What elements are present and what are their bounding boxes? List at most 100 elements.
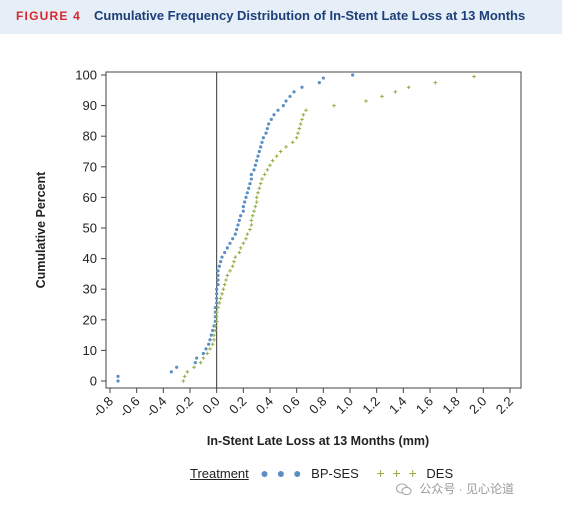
x-tick-label: 2.0 [466,394,489,417]
y-tick-label: 30 [83,282,97,297]
des-point [250,213,255,218]
y-tick-label: 80 [83,129,97,144]
des-point [244,236,248,241]
legend-title: Treatment [190,466,249,481]
bp-ses-point [256,154,260,158]
bp-ses-point [223,250,227,255]
bp-ses-point [264,131,268,135]
bp-ses-point [211,328,215,333]
des-point [214,314,219,319]
series-bp-ses [116,73,355,383]
des-point [294,135,299,140]
bp-ses-point [265,126,269,131]
des-point [232,259,236,264]
des-point [300,117,304,122]
bp-ses-point [351,73,355,77]
bp-ses-point [257,149,261,154]
des-point [238,246,243,250]
watermark: 公众号 · 见心论道 [396,480,514,497]
bp-ses-point [247,186,251,190]
des-point [256,191,260,195]
plot-frame [105,71,522,389]
des-point [216,305,220,310]
des-point [225,273,230,278]
des-point [201,356,206,360]
bp-ses-point [288,94,292,99]
bp-ses-point [208,338,212,342]
bp-ses-point [272,113,276,117]
des-point [254,195,259,200]
y-tick-label: 90 [83,98,97,113]
bp-ses-point [169,370,173,374]
wechat-icon [396,483,412,496]
des-point [297,126,302,131]
bp-ses-point [248,182,252,186]
y-tick-label: 70 [83,159,97,174]
bp-ses-point [267,122,271,126]
bp-ses-point [244,195,248,199]
bp-ses-point [215,301,219,305]
bp-ses-point [300,85,304,89]
des-point [220,291,224,296]
des-point [237,250,242,255]
bp-ses-point [195,356,199,360]
bp-ses-point [201,351,205,356]
des-point [212,333,216,337]
des-point [228,269,232,273]
bp-ses-point [215,292,219,296]
bp-ses-point [116,379,120,383]
des-point [257,186,262,191]
des-point [205,351,210,356]
des-point [198,360,203,365]
des-point [260,177,264,181]
bp-ses-point [249,177,253,181]
des-point [265,168,270,172]
legend-label-bp-ses: BP-SES [311,466,359,481]
bp-ses-point [228,241,232,245]
y-tick-label: 100 [75,68,97,83]
y-tick-label: 60 [83,190,97,205]
x-tick-label: 1.6 [413,394,436,417]
des-point [222,282,227,287]
x-tick-label: -0.2 [170,394,196,420]
bp-ses-point [236,223,240,227]
bp-ses-point [233,232,237,236]
bp-ses-point [239,214,243,218]
bp-ses-point [281,104,285,108]
des-point [214,310,219,314]
des-point [301,112,306,117]
des-point [254,200,259,204]
des-point [298,122,303,126]
des-point [268,163,272,168]
legend-marker-des: + + + [376,465,419,481]
bp-ses-point [252,168,256,172]
des-point [332,103,336,108]
bp-ses-point [213,305,217,310]
x-axis: -0.8 -0.6 -0.4 -0.2 0.0 0.2 0.4 0.6 0.8 1.0 1.2 1.4… [90,388,516,420]
des-point [213,324,218,328]
x-tick-label: 1.4 [386,394,409,417]
des-point [213,328,218,333]
des-point [290,140,295,145]
des-point [252,209,256,213]
x-tick-label: 0.0 [199,394,222,417]
des-point [249,218,254,223]
bp-ses-point [237,218,241,222]
bp-ses-point [292,90,296,94]
x-tick-label: 0.8 [306,394,329,417]
bp-ses-point [219,260,223,264]
des-point [230,264,235,269]
bp-ses-point [243,200,247,204]
legend-label-des: DES [426,466,454,481]
x-tick-label: 0.4 [253,394,276,417]
x-tick-label: 0.6 [279,394,302,417]
figure-header: FIGURE 4 Cumulative Frequency Distributi… [0,0,562,34]
figure-title: Cumulative Frequency Distribution of In-… [94,8,526,23]
x-tick-label: -0.8 [90,394,116,420]
des-point [217,301,222,305]
des-point [270,158,275,163]
x-tick-label: -0.4 [143,394,169,420]
y-tick-label: 0 [90,374,97,389]
des-point [278,149,283,154]
series-des [181,74,476,383]
